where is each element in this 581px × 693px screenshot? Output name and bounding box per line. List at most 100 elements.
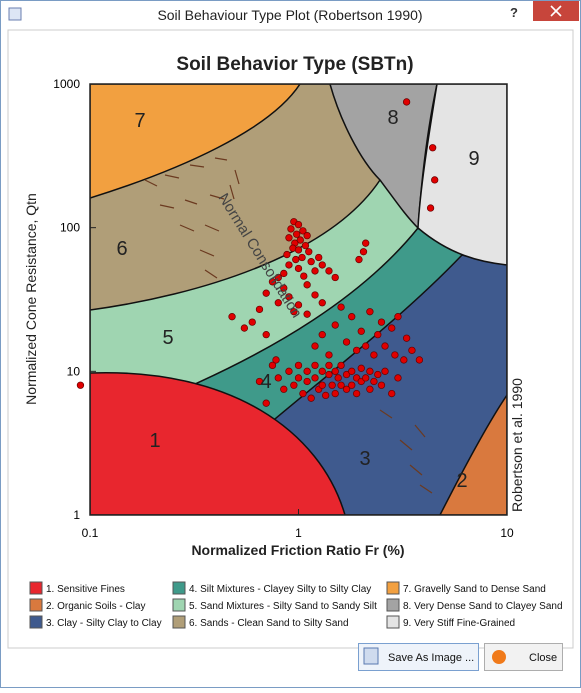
y-axis-label: Normalized Cone Resistance, Qtn [23, 193, 39, 405]
data-point [355, 255, 363, 264]
data-point [293, 230, 301, 238]
data-point [272, 356, 280, 364]
data-point [394, 313, 402, 321]
zone-area [90, 84, 301, 199]
legend-label: 2. Organic Soils - Clay [46, 601, 145, 612]
data-point [362, 239, 370, 247]
button[interactable]: Close [484, 643, 563, 671]
data-point [408, 346, 416, 354]
zone-label: 7 [134, 110, 145, 132]
chart-title: Soil Behavior Type (SBTn) [176, 54, 413, 75]
data-point [311, 267, 319, 275]
data-point [303, 281, 311, 289]
data-point [262, 289, 270, 297]
data-point [294, 301, 303, 309]
data-point [268, 278, 277, 286]
legend-swatch [172, 615, 186, 629]
help-button[interactable]: ? [510, 5, 518, 20]
data-point [331, 273, 339, 282]
data-point [431, 176, 439, 184]
data-point [318, 299, 326, 307]
data-point [280, 284, 288, 292]
data-point [370, 377, 378, 386]
data-point [357, 327, 365, 335]
data-point [303, 310, 311, 318]
x-tick-label: 10 [500, 526, 514, 540]
zone-label: 6 [116, 238, 127, 260]
data-point [381, 342, 389, 350]
data-point [325, 361, 333, 370]
legend-swatch [29, 598, 43, 612]
data-point [318, 381, 326, 389]
data-point [311, 342, 319, 350]
data-point [352, 389, 361, 398]
data-point [394, 374, 402, 382]
data-point [429, 144, 437, 152]
zones [90, 84, 507, 515]
data-point [337, 381, 345, 389]
data-point [300, 272, 308, 280]
data-point [377, 318, 386, 326]
y-tick-label: 1 [73, 508, 80, 522]
data-point [262, 331, 270, 339]
data-point [299, 227, 307, 235]
data-point [294, 246, 303, 254]
data-point [331, 389, 339, 398]
data-point [415, 356, 424, 364]
data-point [280, 385, 288, 393]
data-point [285, 261, 293, 269]
points [76, 98, 439, 407]
data-point [342, 338, 351, 346]
data-point [240, 324, 249, 332]
data-point [290, 381, 298, 389]
annotation: Robertson et al. 1990 [509, 378, 525, 512]
data-point [331, 321, 339, 329]
data-point [334, 374, 342, 382]
data-point [303, 367, 311, 375]
data-point [374, 370, 382, 379]
save-icon [363, 647, 379, 665]
window-title: Soil Behaviour Type Plot (Robertson 1990… [157, 7, 422, 23]
zone-label: 2 [456, 470, 467, 492]
data-point [299, 389, 307, 398]
legend-swatch [172, 598, 186, 612]
data-point [228, 313, 236, 321]
data-point [268, 361, 277, 370]
data-point [303, 231, 311, 240]
data-point [305, 248, 313, 256]
data-point [328, 381, 336, 389]
zone-area [90, 372, 346, 515]
data-point [374, 331, 382, 339]
data-point [294, 220, 303, 229]
data-point [377, 381, 386, 389]
data-point [325, 267, 333, 275]
legend-label: 7. Gravelly Sand to Dense Sand [403, 584, 546, 595]
x-axis-label: Normalized Friction Ratio Fr (%) [191, 542, 404, 558]
data-point [402, 98, 411, 106]
data-point [391, 351, 399, 359]
y-tick-label: 10 [67, 364, 81, 378]
data-point [362, 342, 370, 350]
data-point [298, 253, 306, 262]
button-label[interactable]: Close [529, 652, 557, 664]
data-point [388, 389, 396, 398]
data-point [348, 367, 356, 375]
data-point [400, 356, 408, 364]
data-point [311, 374, 319, 382]
data-point [274, 299, 282, 307]
legend-label: 3. Clay - Silty Clay to Clay [46, 618, 162, 629]
data-point [292, 255, 300, 264]
data-point [296, 236, 304, 244]
button-label[interactable]: Save As Image ... [388, 652, 474, 664]
data-point [255, 305, 264, 314]
legend-swatch [172, 581, 186, 595]
y-tick-label: 100 [60, 221, 80, 235]
hatch [144, 157, 433, 494]
zone-area [417, 84, 507, 266]
data-point [388, 324, 396, 332]
x-tick-label: 1 [295, 526, 302, 540]
button[interactable]: Save As Image ... [358, 643, 479, 671]
data-point [285, 293, 293, 301]
data-point [262, 399, 270, 407]
